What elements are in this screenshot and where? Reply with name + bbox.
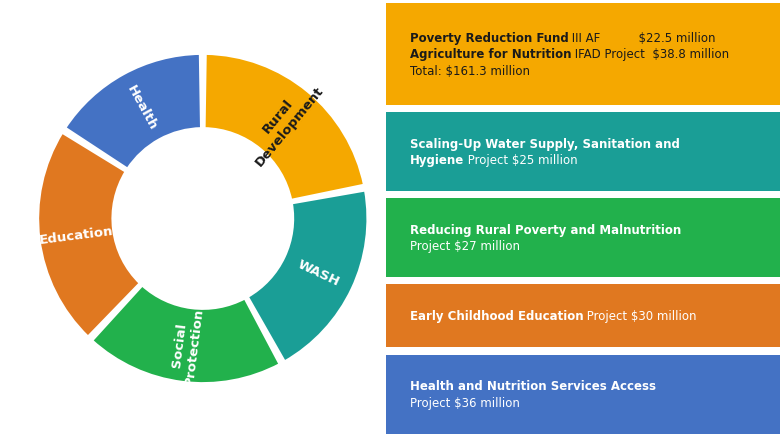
- Text: Total: $161.3 million: Total: $161.3 million: [410, 65, 530, 78]
- Text: Poverty Reduction Fund: Poverty Reduction Fund: [410, 32, 569, 45]
- FancyBboxPatch shape: [386, 113, 780, 191]
- Text: Health and Nutrition Services Access: Health and Nutrition Services Access: [410, 380, 656, 392]
- FancyBboxPatch shape: [386, 355, 780, 434]
- Text: Hygiene: Hygiene: [410, 153, 464, 166]
- Text: Social
Protection: Social Protection: [168, 305, 206, 386]
- Text: WASH: WASH: [295, 258, 342, 289]
- FancyBboxPatch shape: [386, 284, 780, 348]
- Wedge shape: [65, 54, 201, 170]
- Text: $22.5 million: $22.5 million: [601, 32, 715, 45]
- Text: Project $30 million: Project $30 million: [583, 310, 697, 322]
- Text: Agriculture for Nutrition: Agriculture for Nutrition: [410, 48, 571, 61]
- Text: III AF: III AF: [569, 32, 601, 45]
- Text: Health: Health: [124, 83, 159, 132]
- Wedge shape: [247, 191, 368, 362]
- Text: Early Childhood Education: Early Childhood Education: [410, 310, 583, 322]
- Wedge shape: [92, 286, 280, 384]
- Text: Education: Education: [38, 224, 114, 246]
- Text: IFAD Project  $38.8 million: IFAD Project $38.8 million: [571, 48, 729, 61]
- Wedge shape: [204, 54, 364, 201]
- Text: Project $27 million: Project $27 million: [410, 240, 519, 252]
- Text: Reducing Rural Poverty and Malnutrition: Reducing Rural Poverty and Malnutrition: [410, 223, 681, 236]
- FancyBboxPatch shape: [386, 198, 780, 277]
- FancyBboxPatch shape: [386, 4, 780, 106]
- Wedge shape: [37, 133, 140, 337]
- Text: Project $25 million: Project $25 million: [464, 153, 578, 166]
- Text: Project $36 million: Project $36 million: [410, 396, 519, 409]
- Text: Scaling-Up Water Supply, Sanitation and: Scaling-Up Water Supply, Sanitation and: [410, 137, 679, 150]
- Text: Rural
Development: Rural Development: [242, 74, 327, 168]
